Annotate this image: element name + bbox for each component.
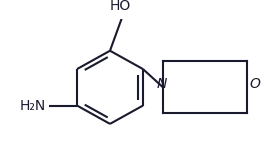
Text: HO: HO (109, 0, 131, 13)
Text: O: O (249, 77, 261, 91)
Text: N: N (157, 77, 167, 91)
Text: H₂N: H₂N (20, 99, 46, 113)
